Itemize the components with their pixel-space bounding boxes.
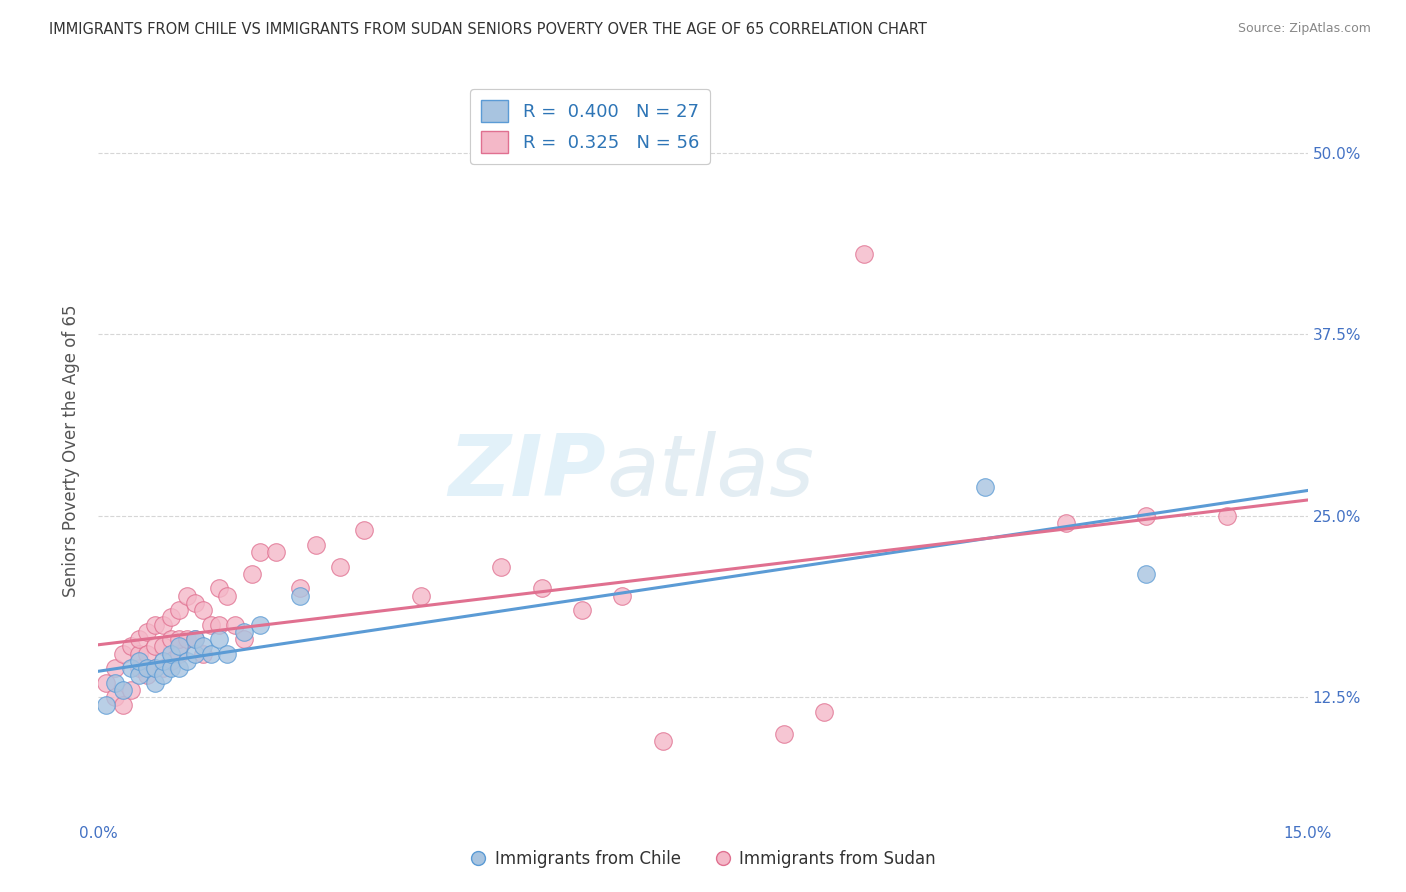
Point <box>128 647 150 661</box>
Point <box>1216 508 1239 523</box>
Point <box>200 617 222 632</box>
Point <box>143 617 166 632</box>
Text: atlas: atlas <box>606 431 814 514</box>
Point <box>167 632 190 647</box>
Point <box>772 726 794 740</box>
Point <box>232 632 254 647</box>
Point <box>160 654 183 668</box>
Point <box>96 675 118 690</box>
Point <box>571 603 593 617</box>
Point <box>111 698 134 712</box>
Point <box>249 545 271 559</box>
Point <box>193 640 215 654</box>
Point <box>651 733 673 747</box>
Point <box>143 661 166 675</box>
Point <box>184 632 207 647</box>
Point <box>120 661 142 675</box>
Point <box>152 661 174 675</box>
Point <box>152 617 174 632</box>
Legend: R =  0.400   N = 27, R =  0.325   N = 56: R = 0.400 N = 27, R = 0.325 N = 56 <box>470 89 710 164</box>
Point <box>353 524 375 538</box>
Point <box>208 632 231 647</box>
Point <box>305 538 328 552</box>
Point <box>152 654 174 668</box>
Point <box>103 690 125 705</box>
Point <box>176 589 198 603</box>
Point <box>160 661 183 675</box>
Point <box>167 647 190 661</box>
Point <box>160 647 183 661</box>
Point <box>135 647 157 661</box>
Point <box>103 675 125 690</box>
Point <box>224 617 246 632</box>
Point <box>103 661 125 675</box>
Point <box>128 661 150 675</box>
Point <box>167 661 190 675</box>
Point <box>135 661 157 675</box>
Point <box>176 632 198 647</box>
Point <box>612 589 634 603</box>
Point <box>128 632 150 647</box>
Point <box>152 640 174 654</box>
Point <box>120 683 142 698</box>
Point <box>217 589 239 603</box>
Point <box>111 683 134 698</box>
Point <box>184 647 207 661</box>
Point <box>208 582 231 596</box>
Point <box>853 247 876 261</box>
Point <box>264 545 287 559</box>
Text: Source: ZipAtlas.com: Source: ZipAtlas.com <box>1237 22 1371 36</box>
Point <box>184 596 207 610</box>
Point <box>193 603 215 617</box>
Point <box>135 624 157 639</box>
Point <box>329 559 352 574</box>
Point <box>128 654 150 668</box>
Point <box>491 559 513 574</box>
Point <box>152 668 174 682</box>
Point <box>232 624 254 639</box>
Point <box>288 589 311 603</box>
Point <box>160 610 183 624</box>
Text: IMMIGRANTS FROM CHILE VS IMMIGRANTS FROM SUDAN SENIORS POVERTY OVER THE AGE OF 6: IMMIGRANTS FROM CHILE VS IMMIGRANTS FROM… <box>49 22 927 37</box>
Point <box>135 668 157 682</box>
Point <box>974 480 997 494</box>
Point <box>409 589 432 603</box>
Point <box>813 705 835 719</box>
Point <box>1135 566 1157 581</box>
Point <box>111 647 134 661</box>
Point <box>288 582 311 596</box>
Point <box>217 647 239 661</box>
Legend: Immigrants from Chile, Immigrants from Sudan: Immigrants from Chile, Immigrants from S… <box>464 844 942 875</box>
Point <box>128 668 150 682</box>
Point <box>530 582 553 596</box>
Text: ZIP: ZIP <box>449 431 606 514</box>
Point <box>143 661 166 675</box>
Point <box>240 566 263 581</box>
Point <box>1135 508 1157 523</box>
Point <box>160 632 183 647</box>
Y-axis label: Seniors Poverty Over the Age of 65: Seniors Poverty Over the Age of 65 <box>62 304 80 597</box>
Point <box>143 675 166 690</box>
Point <box>249 617 271 632</box>
Point <box>200 647 222 661</box>
Point <box>193 647 215 661</box>
Point <box>120 640 142 654</box>
Point <box>167 603 190 617</box>
Point <box>208 617 231 632</box>
Point <box>184 632 207 647</box>
Point <box>96 698 118 712</box>
Point <box>1054 516 1077 530</box>
Point <box>143 640 166 654</box>
Point <box>176 654 198 668</box>
Point <box>167 640 190 654</box>
